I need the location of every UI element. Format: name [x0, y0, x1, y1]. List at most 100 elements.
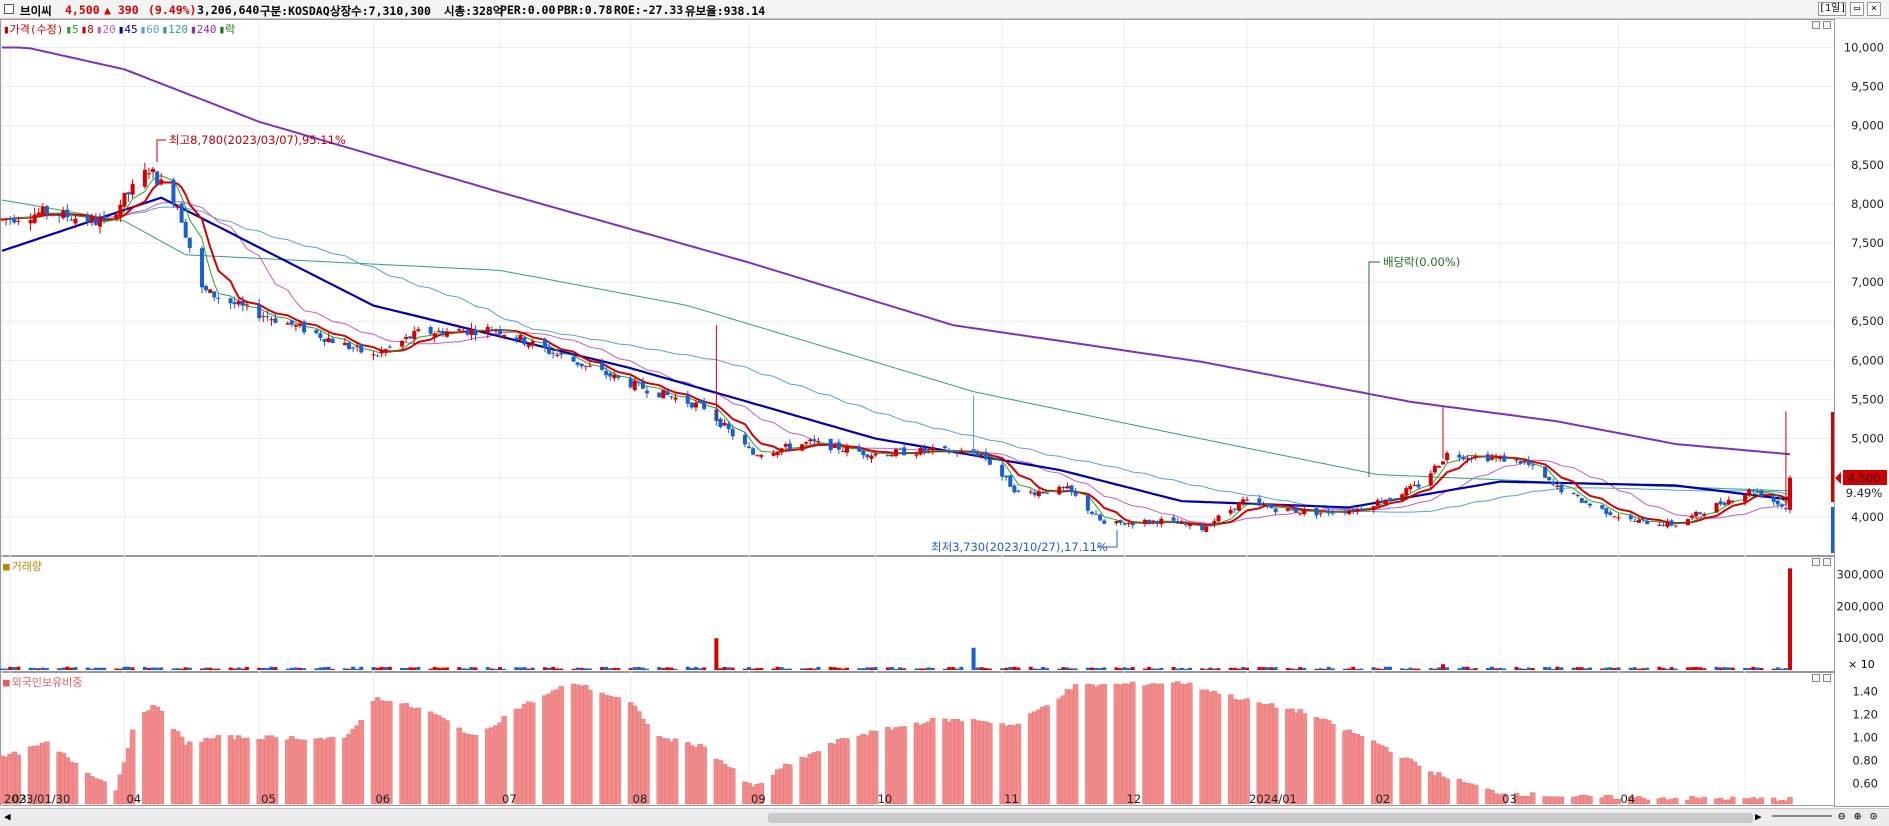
candle	[1416, 480, 1421, 490]
volume-bar	[661, 668, 666, 670]
candle-body	[1094, 513, 1099, 515]
candle	[812, 435, 817, 445]
volume-bar	[759, 667, 764, 670]
scroll-thumb[interactable]	[768, 813, 1753, 823]
foreign-panel-minimize-icon[interactable]	[1812, 674, 1820, 682]
candle-body	[1016, 490, 1021, 492]
candle	[1494, 453, 1499, 462]
price-tick-label: 8,000	[1851, 197, 1884, 211]
candle-body	[1587, 503, 1592, 506]
candle-body	[298, 323, 302, 326]
candle	[840, 447, 845, 453]
panel-close-icon[interactable]	[1823, 21, 1831, 29]
volume-bar	[1779, 668, 1784, 670]
candle	[873, 450, 878, 457]
candle-body	[1657, 524, 1662, 526]
volume-bar	[1008, 666, 1013, 670]
candle	[1289, 509, 1294, 511]
candle	[1718, 497, 1723, 506]
volume-bar	[987, 668, 992, 670]
candle	[979, 453, 984, 459]
foreign-bar	[1330, 723, 1336, 805]
candle	[440, 328, 445, 338]
volume-bar	[346, 668, 351, 670]
candle-body	[840, 450, 845, 452]
foreign-bar	[701, 746, 707, 805]
volume-panel-close-icon[interactable]	[1823, 558, 1831, 566]
volume-bar	[1347, 668, 1352, 670]
candle	[1579, 497, 1584, 503]
volume-bar	[240, 668, 245, 670]
candle-body	[171, 179, 176, 205]
volume-panel-minimize-icon[interactable]	[1812, 558, 1820, 566]
volume-bar	[1257, 667, 1262, 670]
volume-bar	[726, 667, 731, 670]
candle-body	[661, 389, 666, 399]
candle-body	[383, 349, 388, 353]
volume-legend-label: 거래량	[11, 560, 42, 573]
candle-body	[1461, 456, 1466, 460]
panel-minimize-icon[interactable]	[1812, 21, 1820, 29]
zoom-slider[interactable]	[1772, 815, 1832, 817]
volume-bar	[1530, 668, 1535, 670]
candle-body	[1775, 500, 1780, 505]
candle-body	[485, 326, 490, 333]
foreign-panel-close-icon[interactable]	[1823, 674, 1831, 682]
zoom-out-icon[interactable]: ⊖	[1838, 809, 1846, 823]
foreign-bar	[1215, 693, 1222, 805]
candle-body	[1636, 519, 1641, 523]
candle	[1040, 490, 1045, 495]
volume-bar	[216, 668, 221, 670]
candle-body	[289, 320, 294, 325]
volume-bar	[1351, 666, 1356, 670]
foreign-bar	[1472, 784, 1479, 805]
checkbox-icon[interactable]	[4, 4, 14, 14]
zoom-reset-icon[interactable]: ⊙	[1870, 809, 1878, 823]
candle	[1265, 503, 1270, 509]
period-button[interactable]: [1일]	[1818, 2, 1847, 16]
volume-bar	[118, 668, 123, 670]
candle	[1465, 454, 1470, 464]
candle	[383, 348, 388, 357]
scroll-left-icon[interactable]: ◀	[4, 810, 11, 823]
candle-body	[85, 215, 90, 223]
candle-body	[747, 446, 752, 449]
candle-body	[1347, 510, 1352, 515]
candle	[400, 340, 405, 349]
trade-volume: 3,206,640	[197, 3, 260, 17]
chart-canvas[interactable]: 4,000 4,500 5,000 5,500 6,000 6,500 7,000 7,500…	[0, 0, 1889, 808]
close-icon[interactable]: ×	[1867, 2, 1881, 16]
candle-body	[1583, 500, 1588, 503]
volume-bar	[1073, 668, 1078, 670]
candle-body	[885, 454, 890, 457]
price-tick-label: 7,000	[1851, 275, 1884, 289]
candle	[1200, 524, 1205, 533]
candle-body	[1616, 517, 1621, 519]
candle-body	[547, 348, 552, 354]
volume-bar	[587, 668, 592, 670]
candle-body	[726, 423, 731, 430]
candle-body	[1685, 519, 1690, 526]
zoom-in-icon[interactable]: ⊕	[1854, 809, 1862, 823]
volume-bar	[1379, 668, 1384, 670]
candle	[1314, 506, 1319, 519]
volume-bar	[171, 668, 176, 670]
restore-icon[interactable]: ▭	[1850, 2, 1864, 16]
volume-bar	[1298, 667, 1303, 670]
candle	[1583, 499, 1588, 504]
candle-body	[151, 168, 156, 173]
volume-bar	[1612, 667, 1617, 670]
candle-body	[1530, 464, 1535, 466]
volume-bar	[404, 667, 409, 670]
candle	[118, 199, 123, 223]
foreign-tick-label: 1.00	[1852, 731, 1878, 745]
candle-body	[1379, 501, 1384, 503]
volume-bar	[1616, 667, 1621, 670]
candle-body	[1302, 509, 1307, 515]
candle-body	[1122, 524, 1127, 526]
volume-bar	[351, 666, 356, 670]
horizontal-scrollbar[interactable]: ◀ ▶ ⊖ ⊕ ⊙	[0, 808, 1889, 826]
candle	[1461, 454, 1466, 461]
scroll-right-icon[interactable]: ▶	[1755, 810, 1762, 823]
low-annotation-text: 최저3,730(2023/10/27),17.11%	[931, 540, 1108, 554]
